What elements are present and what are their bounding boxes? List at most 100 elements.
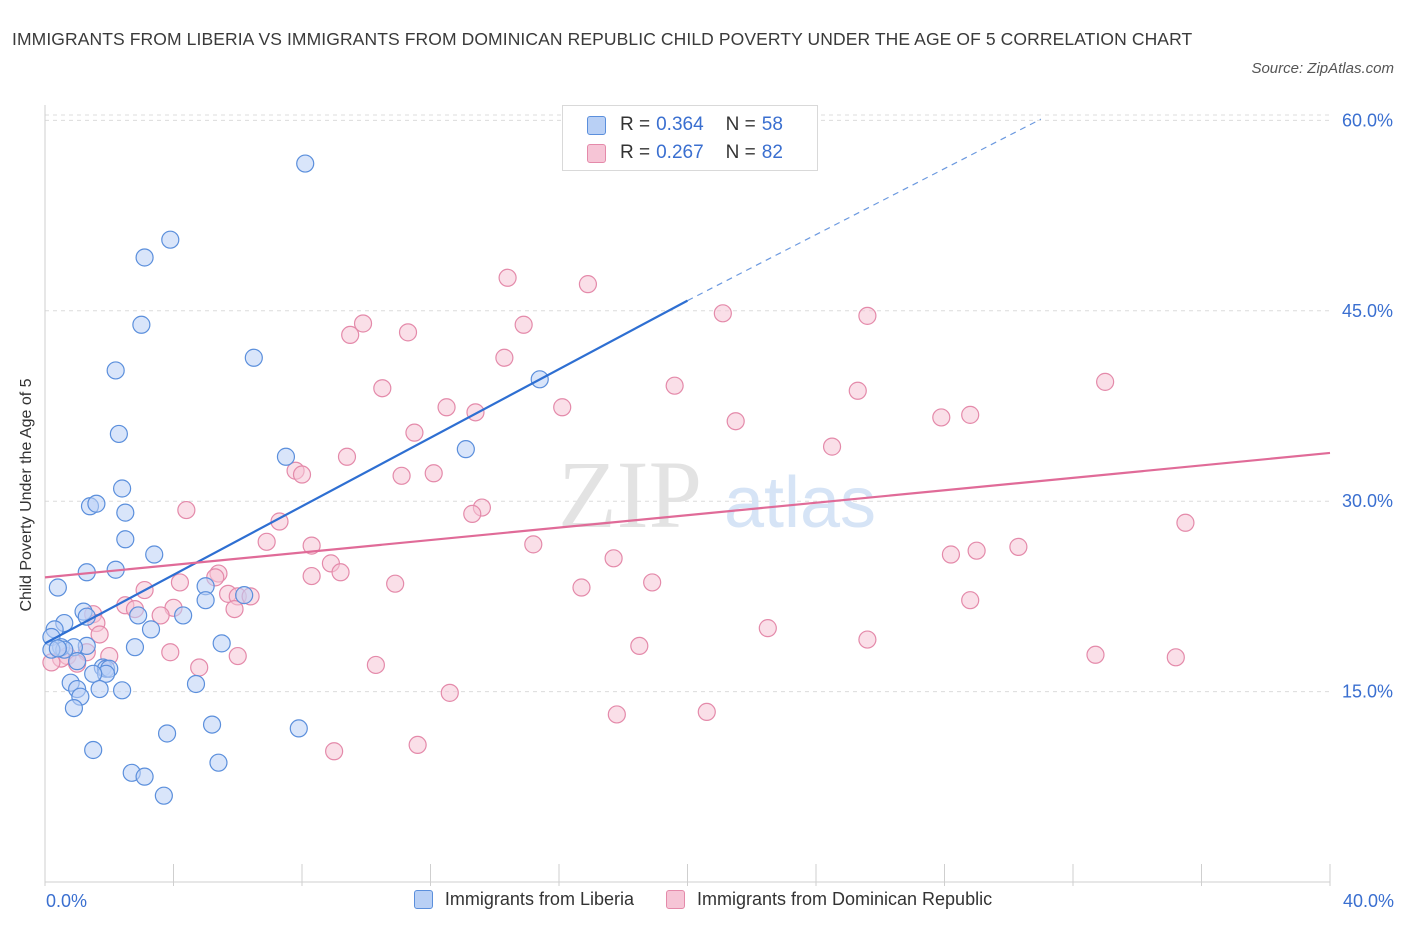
series-dominican-republic (42, 268, 1195, 761)
scatter-point (48, 578, 67, 597)
scatter-point (257, 532, 276, 551)
n-value: 82 (761, 142, 783, 163)
scatter-point (578, 275, 598, 294)
scatter-point (424, 464, 443, 483)
legend-label: Immigrants from Liberia (444, 889, 634, 909)
scatter-point (607, 705, 626, 724)
scatter-point (961, 591, 980, 610)
series-liberia (42, 154, 549, 805)
scatter-point (337, 447, 357, 466)
scatter-point (141, 620, 161, 639)
r-value: 0.364 (656, 114, 704, 135)
scatter-point (302, 566, 321, 586)
scatter-point (758, 619, 777, 638)
scatter-point (408, 735, 427, 755)
scatter-point (366, 655, 385, 675)
y-tick-label: 30.0% (1342, 491, 1393, 511)
scatter-point (604, 549, 623, 568)
scatter-point (1166, 648, 1185, 667)
scatter-point (630, 636, 649, 656)
scatter-point (495, 348, 514, 367)
scatter-point (109, 424, 128, 444)
scatter-point (726, 412, 745, 431)
scatter-point (572, 578, 591, 597)
trend-line-liberia (44, 299, 689, 645)
scatter-point (212, 634, 231, 653)
watermark-zip: ZIP (558, 441, 702, 548)
r-label: R = (620, 114, 651, 135)
scatter-point (932, 408, 951, 427)
scatter-point (174, 606, 193, 625)
scatter-point (196, 591, 215, 610)
scatter-point (553, 398, 572, 417)
y-tick-labels: 15.0% 30.0% 45.0% 60.0% (1342, 110, 1393, 701)
scatter-point (125, 638, 145, 657)
n-value: 58 (761, 114, 783, 135)
scatter-point (135, 248, 154, 267)
n-label: N = (725, 142, 756, 163)
scatter-point (697, 702, 716, 722)
scatter-point (967, 541, 986, 560)
scatter-point (228, 646, 247, 666)
scatter-point (112, 479, 132, 498)
trend-line-liberia-extension (687, 118, 1042, 302)
scatter-point (398, 323, 418, 342)
scatter-point (373, 379, 392, 398)
scatter-point (292, 465, 312, 484)
scatter-point (463, 504, 482, 523)
scatter-point (1086, 645, 1105, 664)
r-label: R = (620, 142, 651, 163)
legend-swatch-blue (587, 115, 606, 135)
scatter-point (209, 753, 228, 772)
y-tick-label: 15.0% (1342, 682, 1393, 702)
legend-series: Immigrants from Liberia Immigrants from … (0, 889, 1406, 910)
scatter-point (145, 545, 164, 564)
scatter-point (161, 643, 180, 662)
scatter-point (177, 500, 196, 520)
scatter-point (858, 306, 877, 325)
n-label: N = (725, 114, 756, 135)
scatter-point (202, 715, 222, 734)
scatter-point (151, 606, 170, 625)
y-tick-label: 60.0% (1342, 110, 1393, 130)
legend-swatch-pink (587, 143, 606, 163)
scatter-point (116, 503, 135, 522)
r-value: 0.267 (656, 142, 704, 163)
chart-title: IMMIGRANTS FROM LIBERIA VS IMMIGRANTS FR… (12, 29, 1193, 49)
x-tick-label-min: 0.0% (46, 891, 88, 911)
scatter-point (302, 536, 321, 555)
scatter-point (129, 606, 148, 625)
legend-item-liberia: Immigrants from Liberia (413, 889, 634, 910)
scatter-point (325, 742, 344, 761)
scatter-point (858, 630, 877, 649)
scatter-point (64, 698, 84, 718)
scatter-point (289, 719, 308, 738)
scatter-point (116, 530, 135, 549)
scatter-point (106, 361, 125, 380)
scatter-point (48, 639, 67, 658)
legend-swatch-pink (665, 890, 685, 909)
source-label: Source: ZipAtlas.com (1251, 60, 1394, 77)
scatter-point (270, 512, 289, 531)
legend-row-liberia: R = 0.364 N = 58 (587, 113, 783, 137)
trend-line-dominican (44, 451, 1331, 579)
scatter-point (353, 314, 373, 333)
scatter-point (296, 154, 315, 173)
legend-row-dominican: R = 0.267 N = 82 (587, 141, 783, 165)
scatter-point (440, 683, 459, 702)
scatter-point (90, 679, 109, 699)
legend-item-dominican: Immigrants from Dominican Republic (665, 889, 992, 910)
x-tick-label-max: 40.0% (1342, 891, 1394, 911)
scatter-point (514, 315, 533, 334)
scatter-point (466, 403, 485, 422)
scatter-point (1009, 537, 1028, 556)
scatter-point (132, 315, 151, 334)
scatter-point (524, 535, 543, 554)
scatter-point (235, 586, 254, 605)
scatter-point (437, 398, 456, 417)
scatter-point (225, 599, 244, 619)
scatter-point (135, 767, 154, 786)
y-tick-label: 45.0% (1342, 301, 1393, 321)
scatter-point (161, 230, 180, 249)
